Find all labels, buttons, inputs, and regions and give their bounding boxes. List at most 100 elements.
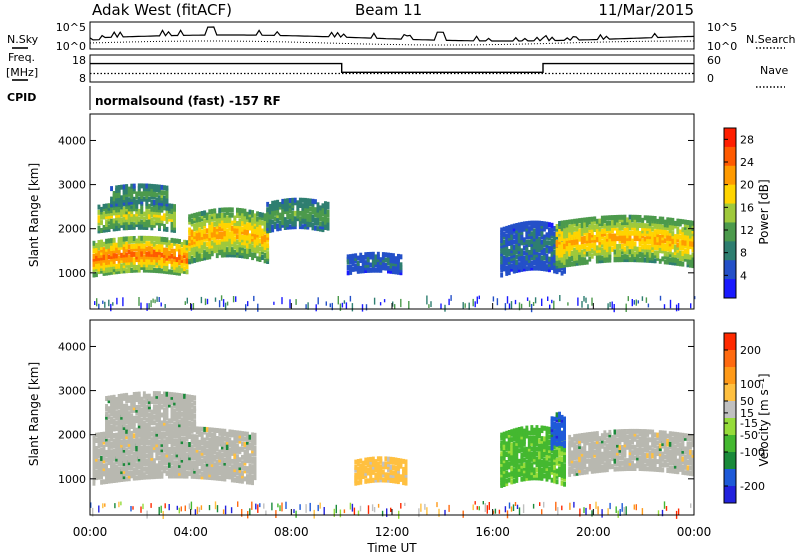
echo-cell <box>168 468 171 473</box>
echo-cell <box>284 217 287 222</box>
echo-cell <box>505 431 508 436</box>
echo-cell <box>125 404 128 409</box>
echo-cell <box>213 428 216 433</box>
colorbar-tick-label: 24 <box>740 156 754 169</box>
echo-cell <box>314 218 317 223</box>
colorbar-swatch <box>724 128 736 147</box>
echo-cell <box>100 207 103 212</box>
echo-cell <box>125 268 128 273</box>
echo-cell <box>128 450 131 455</box>
echo-cell <box>123 207 126 212</box>
echo-cell <box>654 216 657 221</box>
near-range-echo <box>587 304 588 309</box>
near-range-echo <box>475 301 476 307</box>
echo-cell <box>213 227 216 232</box>
echo-cell <box>145 241 148 246</box>
echo-cell <box>354 253 357 258</box>
echo-cell <box>216 460 219 465</box>
echo-cell <box>138 217 141 222</box>
echo-cell <box>155 198 158 203</box>
echo-cell <box>173 447 176 452</box>
echo-cell <box>103 212 106 217</box>
echo-cell <box>193 448 196 453</box>
echo-cell <box>105 404 108 409</box>
freq-right-tick-top: 60 <box>707 54 721 67</box>
echo-cell <box>249 453 252 458</box>
echo-cell <box>233 237 236 242</box>
echo-cell <box>196 212 199 217</box>
near-range-echo <box>146 303 147 311</box>
echo-cell <box>244 476 247 481</box>
echo-cell <box>118 237 121 242</box>
echo-cell <box>505 471 508 476</box>
echo-cell <box>133 416 136 421</box>
echo-cell <box>201 230 204 235</box>
echo-cell <box>118 410 121 415</box>
echo-cell <box>168 424 171 429</box>
near-range-echo <box>497 298 498 305</box>
echo-cell <box>536 452 539 457</box>
echo-cell <box>118 223 121 228</box>
echo-cell <box>203 427 206 432</box>
echo-cell <box>213 462 216 467</box>
echo-cell <box>203 438 206 443</box>
echo-cell <box>382 478 385 483</box>
echo-cell <box>314 207 317 212</box>
echo-cell <box>193 419 196 424</box>
echo-cell <box>125 439 128 444</box>
near-range-echo <box>465 303 466 308</box>
echo-cell <box>505 234 508 239</box>
echo-cell <box>319 221 322 226</box>
echo-cell <box>523 447 526 452</box>
echo-cell <box>171 238 174 243</box>
echo-cell <box>110 219 113 224</box>
echo-cell <box>533 436 536 441</box>
echo-cell <box>249 435 252 440</box>
echo-cell <box>251 218 254 223</box>
echo-cell <box>573 227 576 232</box>
echo-cell <box>392 470 395 475</box>
echo-cell <box>145 184 148 189</box>
echo-cell <box>523 256 526 261</box>
velocity-heatmap <box>90 391 694 519</box>
echo-cell <box>314 226 317 231</box>
echo-cell <box>689 255 692 260</box>
echo-cell <box>158 195 161 200</box>
echo-cell <box>218 208 221 213</box>
colorbar-tick-label: 16 <box>740 201 754 214</box>
echo-cell <box>621 215 624 220</box>
near-range-echo <box>634 300 635 305</box>
echo-cell <box>679 219 682 224</box>
echo-cell <box>231 247 234 252</box>
echo-cell <box>145 404 148 409</box>
near-range-echo <box>352 303 353 311</box>
echo-cell <box>188 214 191 219</box>
echo-cell <box>384 258 387 263</box>
echo-cell <box>125 476 128 481</box>
echo-cell <box>513 468 516 473</box>
echo-cell <box>548 435 551 440</box>
echo-cell <box>143 236 146 241</box>
echo-cell <box>626 249 629 254</box>
echo-cell <box>372 478 375 483</box>
echo-cell <box>566 220 569 225</box>
echo-cell <box>382 470 385 475</box>
echo-cell <box>324 201 327 206</box>
near-range-echo <box>636 300 637 306</box>
echo-cell <box>374 268 377 273</box>
echo-cell <box>241 235 244 240</box>
near-range-echo <box>507 296 508 303</box>
echo-cell <box>374 472 377 477</box>
freq-left-tick-top: 18 <box>72 54 86 67</box>
echo-cell <box>586 252 589 257</box>
echo-cell <box>536 473 539 478</box>
echo-cell <box>166 437 169 442</box>
echo-cell <box>181 247 184 252</box>
echo-cell <box>203 242 206 247</box>
echo-cell <box>176 411 179 416</box>
echo-cell <box>198 217 201 222</box>
echo-cell <box>518 222 521 227</box>
near-range-echo <box>521 304 522 309</box>
echo-cell <box>649 216 652 221</box>
